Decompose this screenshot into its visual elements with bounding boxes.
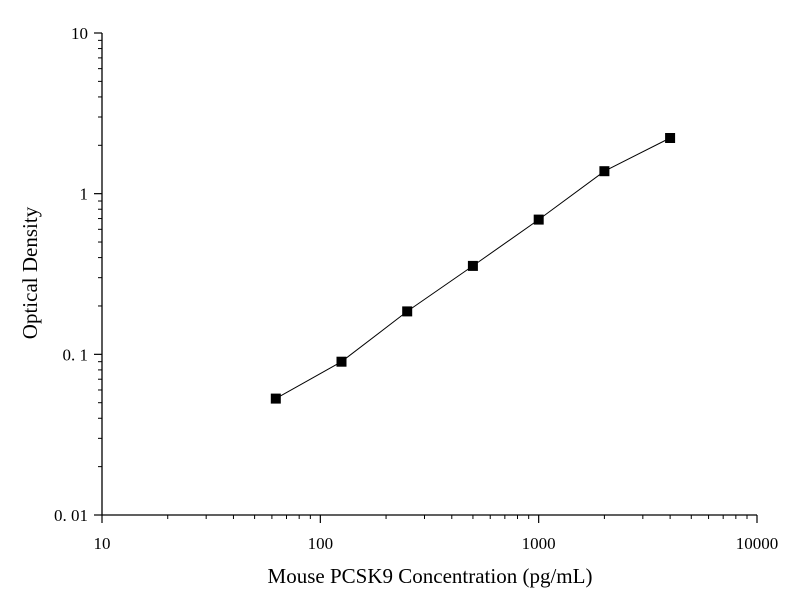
x-tick-label: 10: [94, 534, 111, 553]
y-tick-label: 1: [80, 185, 89, 204]
data-point: [336, 356, 347, 367]
y-axis-label: Optical Density: [18, 206, 42, 339]
data-point: [270, 393, 281, 404]
axes: 10 100 1000 10000 0. 01 0. 1 1 10: [54, 24, 778, 553]
x-tick-label: 1000: [522, 534, 556, 553]
data-point: [467, 260, 478, 271]
y-tick-label: 10: [71, 24, 88, 43]
y-tick-label: 0. 01: [54, 506, 88, 525]
x-tick-label: 10000: [736, 534, 779, 553]
x-tick-label: 100: [308, 534, 334, 553]
data-point: [665, 133, 676, 143]
data-point: [533, 214, 544, 225]
y-tick-label: 0. 1: [63, 345, 89, 364]
data-point: [402, 306, 413, 317]
x-axis-label: Mouse PCSK9 Concentration (pg/mL): [268, 564, 593, 588]
data-point: [599, 166, 610, 177]
data-series: [270, 133, 676, 404]
